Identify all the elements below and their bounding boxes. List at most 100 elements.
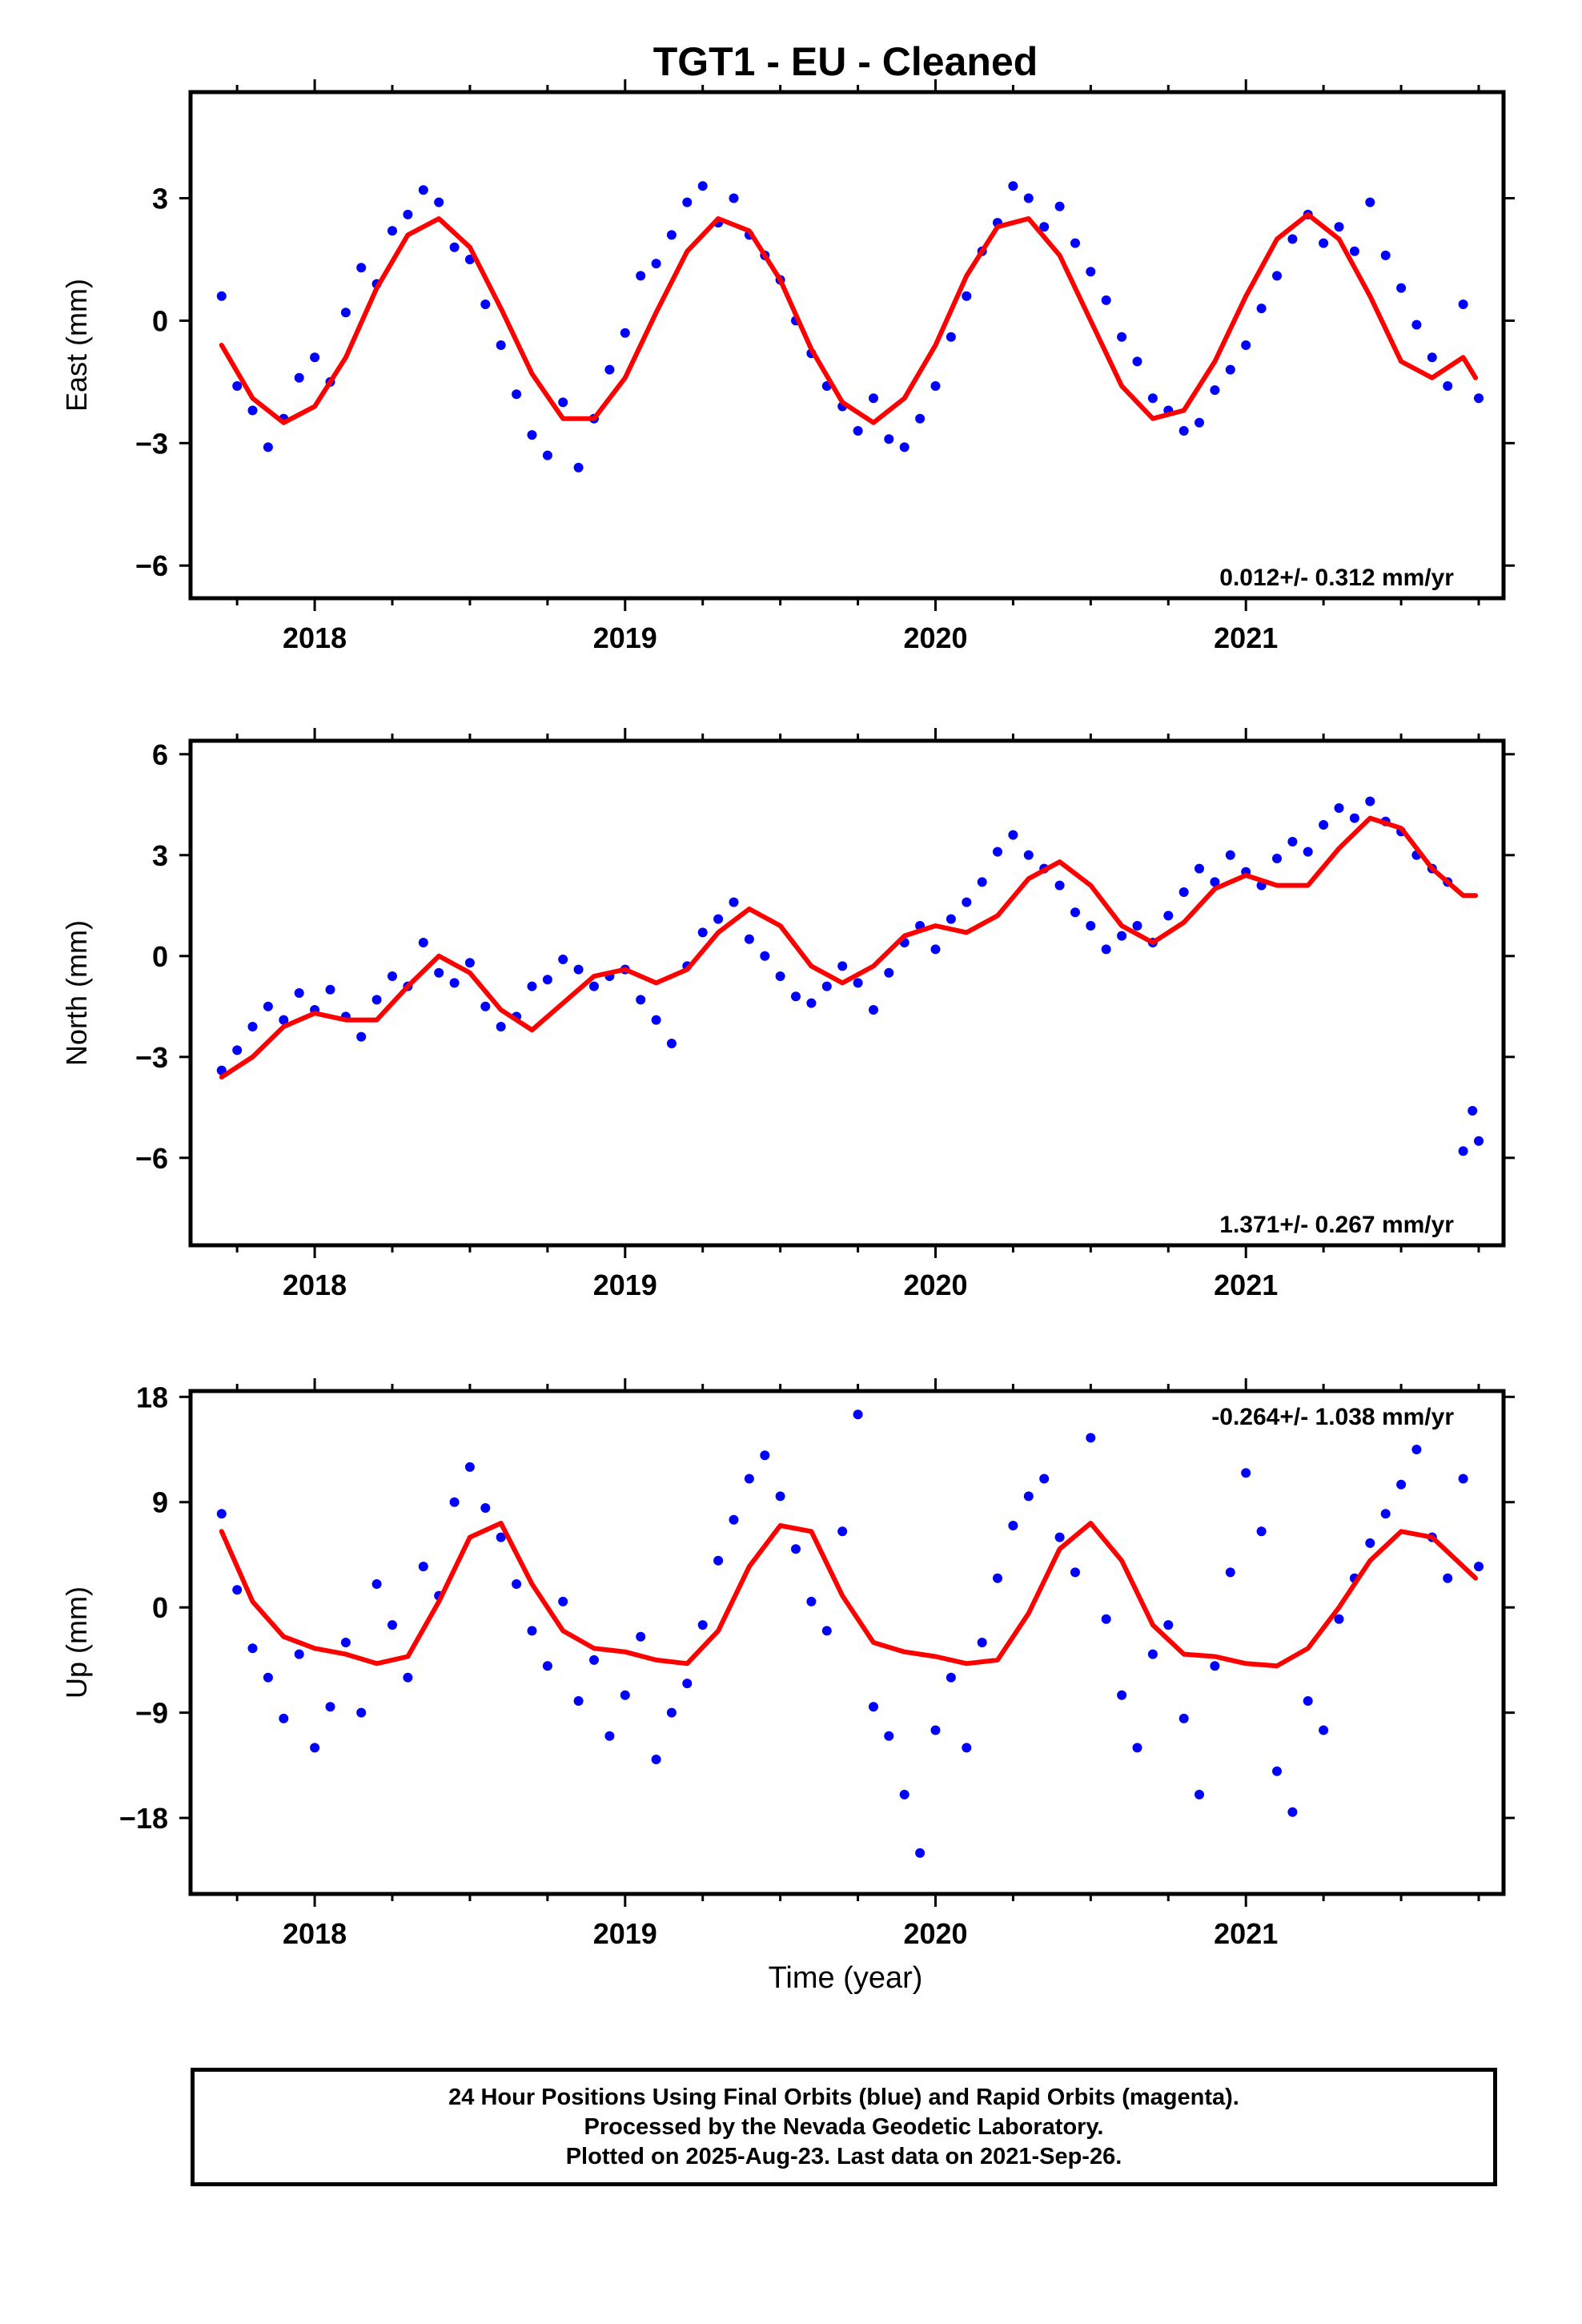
east-x-tick-label: 2018: [283, 621, 347, 654]
east-data-point: [1117, 332, 1127, 342]
up-data-point: [806, 1596, 817, 1606]
footer-box: 24 Hour Positions Using Final Orbits (bl…: [191, 2068, 1497, 2186]
north-data-point: [821, 981, 832, 991]
up-data-point: [1380, 1509, 1391, 1519]
up-data-point: [760, 1450, 770, 1461]
up-data-point: [821, 1626, 832, 1636]
north-data-point: [1349, 813, 1359, 823]
up-data-point: [403, 1672, 413, 1683]
up-data-point: [620, 1690, 630, 1700]
up-x-tick-label: 2019: [593, 1917, 657, 1950]
up-data-point: [899, 1789, 909, 1799]
up-data-point: [775, 1491, 785, 1502]
up-data-point: [1287, 1807, 1298, 1817]
north-data-point: [247, 1022, 258, 1031]
up-data-point: [651, 1755, 661, 1764]
up-data-point: [697, 1620, 708, 1630]
east-data-point: [682, 197, 693, 207]
up-data-point: [604, 1731, 615, 1741]
east-y-axis-label: East (mm): [60, 279, 93, 412]
north-data-point: [791, 991, 801, 1002]
east-data-point: [1380, 250, 1391, 260]
up-data-point: [1411, 1445, 1422, 1454]
north-data-point: [542, 975, 552, 985]
north-data-point: [449, 978, 460, 988]
east-data-point: [604, 364, 615, 375]
east-data-point: [946, 332, 956, 342]
east-data-point: [1334, 222, 1344, 232]
east-data-point: [884, 434, 894, 444]
up-data-point: [1101, 1614, 1111, 1624]
north-y-tick-label: −3: [135, 1041, 168, 1074]
north-data-point: [806, 998, 817, 1008]
up-data-point: [294, 1649, 304, 1659]
up-x-tick-label: 2018: [283, 1917, 347, 1950]
up-data-point: [1303, 1696, 1313, 1706]
north-data-point: [1054, 880, 1065, 891]
north-data-point: [573, 964, 584, 975]
east-data-point: [1287, 234, 1298, 244]
up-data-point: [573, 1696, 584, 1706]
up-data-point: [729, 1514, 739, 1525]
east-plot-area: [216, 181, 1484, 472]
north-data-point: [496, 1022, 506, 1031]
north-data-point: [775, 971, 785, 981]
east-data-point: [340, 308, 351, 318]
north-y-tick-label: 6: [152, 738, 168, 771]
east-data-point: [263, 442, 273, 452]
north-x-tick-label: 2019: [593, 1269, 657, 1301]
north-data-point: [356, 1031, 367, 1042]
north-data-point: [946, 914, 956, 924]
north-data-point: [1178, 887, 1189, 897]
up-y-tick-label: 0: [152, 1591, 168, 1624]
north-data-point: [930, 944, 941, 955]
north-plot-area: [216, 796, 1484, 1156]
north-data-point: [480, 1001, 491, 1011]
east-data-point: [1349, 246, 1359, 256]
north-data-point: [1303, 846, 1313, 857]
east-data-point: [418, 185, 428, 195]
north-data-point: [371, 995, 382, 1005]
east-data-point: [1023, 193, 1034, 203]
north-data-point: [1468, 1106, 1478, 1116]
east-data-point: [1396, 283, 1407, 293]
up-data-point: [1163, 1620, 1174, 1630]
east-data-point: [403, 209, 413, 219]
east-data-point: [1070, 238, 1080, 248]
east-data-point: [666, 230, 677, 240]
up-data-point: [1225, 1567, 1235, 1578]
north-data-point: [1474, 1136, 1484, 1146]
up-data-point: [884, 1731, 894, 1741]
east-data-point: [310, 352, 320, 363]
up-data-point: [527, 1626, 537, 1636]
north-data-point: [1117, 931, 1127, 941]
north-data-point: [744, 934, 754, 944]
north-data-point: [294, 988, 304, 998]
east-data-point: [480, 300, 491, 309]
up-data-point: [1023, 1491, 1034, 1502]
up-data-point: [232, 1585, 243, 1595]
up-data-point: [853, 1409, 863, 1420]
up-data-point: [993, 1573, 1002, 1583]
east-data-point: [729, 193, 739, 203]
east-data-point: [1272, 271, 1282, 281]
east-x-tick-label: 2021: [1214, 621, 1278, 654]
up-data-point: [1054, 1532, 1065, 1542]
footer-line-3: Plotted on 2025-Aug-23. Last data on 202…: [565, 2143, 1122, 2169]
east-panel: 2018 2019 2020 2021 3 0 −3 −6 East (mm) 0.012+/- …: [60, 79, 1515, 654]
east-data-point: [962, 291, 972, 301]
east-data-point: [1178, 426, 1189, 436]
north-data-point: [993, 846, 1002, 857]
up-data-point: [1117, 1690, 1127, 1700]
east-data-point: [1008, 181, 1018, 191]
north-data-point: [558, 955, 568, 964]
east-data-point: [542, 450, 552, 460]
up-data-point: [1443, 1573, 1453, 1583]
east-data-point: [636, 271, 646, 281]
east-y-tick-label: 0: [152, 304, 168, 337]
east-data-point: [1365, 197, 1375, 207]
east-data-point: [1256, 304, 1267, 314]
east-y-tick-label: −6: [135, 549, 168, 582]
up-data-point: [636, 1631, 646, 1642]
north-data-point: [1008, 830, 1018, 840]
